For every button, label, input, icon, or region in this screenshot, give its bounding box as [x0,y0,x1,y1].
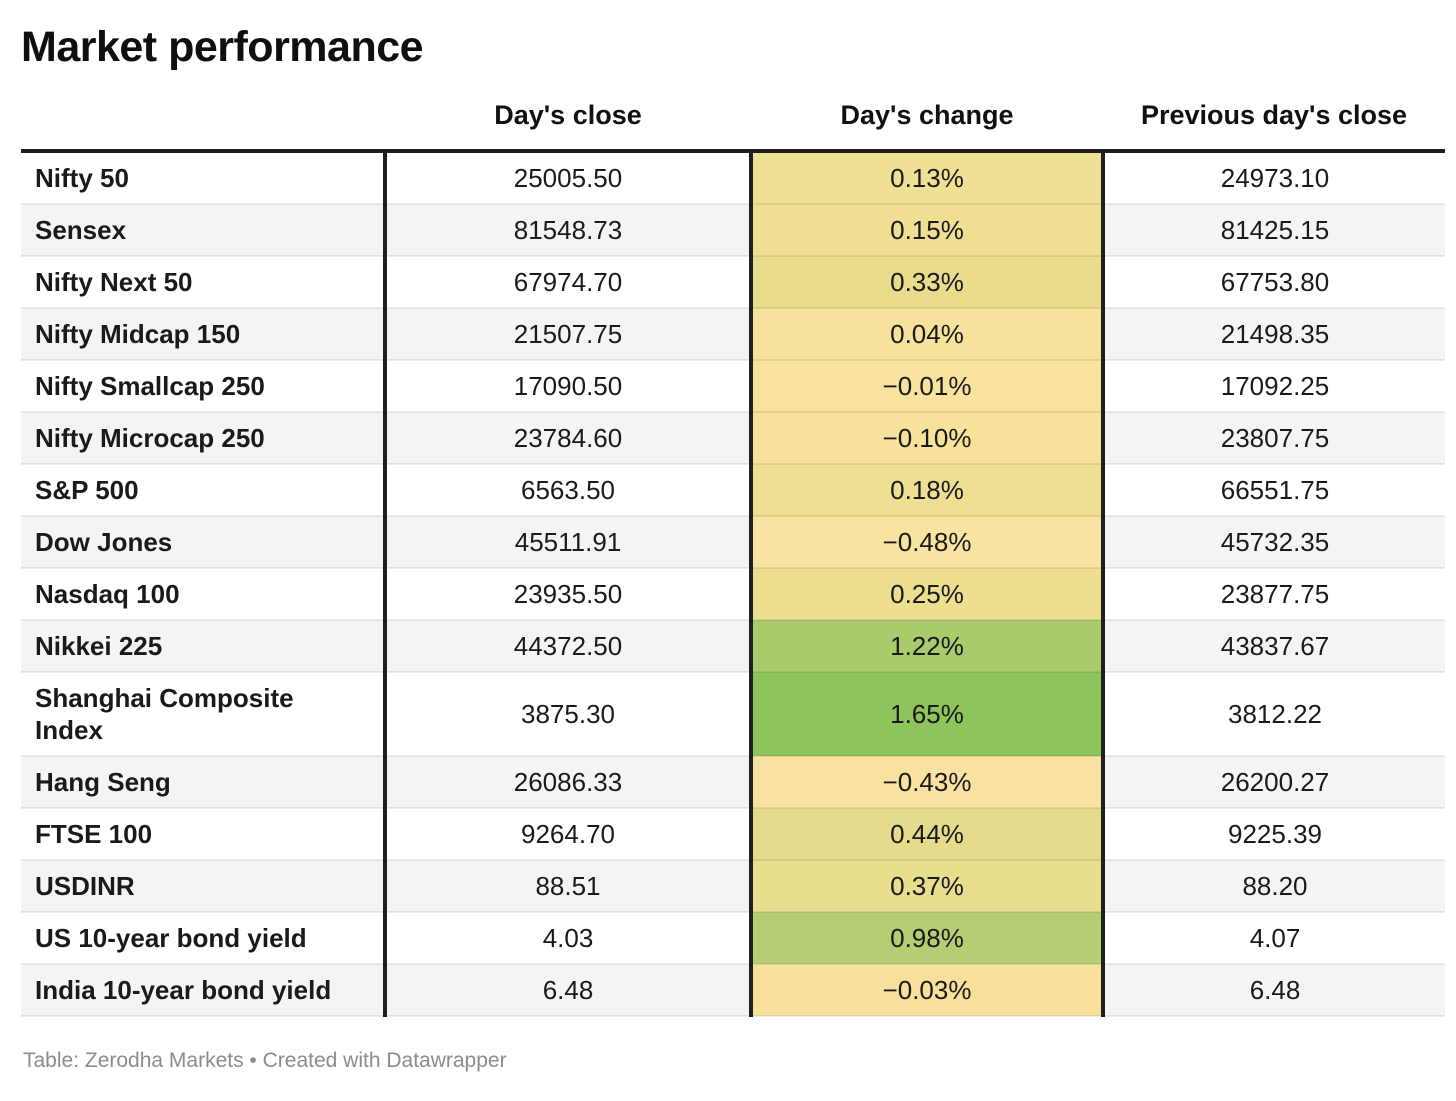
table-row: USDINR 88.51 0.37% 88.20 [21,860,1445,913]
table-row: S&P 500 6563.50 0.18% 66551.75 [21,464,1445,517]
days-change-value: 0.15% [749,204,1105,257]
days-change-value: 1.22% [749,620,1105,673]
days-change-value: −0.43% [749,756,1105,809]
table-row: FTSE 100 9264.70 0.44% 9225.39 [21,808,1445,861]
previous-close-value: 26200.27 [1103,756,1445,809]
table-row: Nikkei 225 44372.50 1.22% 43837.67 [21,620,1445,673]
table-row: Nasdaq 100 23935.50 0.25% 23877.75 [21,568,1445,621]
days-close-value: 4.03 [385,912,751,965]
col-header-row-labels [21,72,385,153]
row-label: Shanghai Composite Index [21,672,387,757]
row-label: Nifty Midcap 150 [21,308,387,361]
table-row: Nifty Microcap 250 23784.60 −0.10% 23807.75 [21,412,1445,465]
days-close-value: 6563.50 [385,464,751,517]
previous-close-value: 21498.35 [1103,308,1445,361]
table-row: Dow Jones 45511.91 −0.48% 45732.35 [21,516,1445,569]
days-close-value: 45511.91 [385,516,751,569]
previous-close-value: 9225.39 [1103,808,1445,861]
previous-close-value: 88.20 [1103,860,1445,913]
previous-close-value: 67753.80 [1103,256,1445,309]
days-close-value: 21507.75 [385,308,751,361]
days-close-value: 23784.60 [385,412,751,465]
table-row: India 10-year bond yield 6.48 −0.03% 6.48 [21,964,1445,1017]
table-row: US 10-year bond yield 4.03 0.98% 4.07 [21,912,1445,965]
days-change-value: 0.98% [749,912,1105,965]
row-label: Nifty 50 [21,151,387,205]
previous-close-value: 66551.75 [1103,464,1445,517]
table-row: Nifty Smallcap 250 17090.50 −0.01% 17092.25 [21,360,1445,413]
days-change-value: 0.37% [749,860,1105,913]
days-close-value: 26086.33 [385,756,751,809]
days-close-value: 81548.73 [385,204,751,257]
previous-close-value: 45732.35 [1103,516,1445,569]
days-close-value: 67974.70 [385,256,751,309]
col-header-previous-days-close: Previous day's close [1103,72,1445,153]
days-change-value: −0.10% [749,412,1105,465]
row-label: Hang Seng [21,756,387,809]
previous-close-value: 43837.67 [1103,620,1445,673]
days-close-value: 3875.30 [385,672,751,757]
table-row: Shanghai Composite Index 3875.30 1.65% 3812… [21,672,1445,757]
previous-close-value: 17092.25 [1103,360,1445,413]
row-label: Nifty Microcap 250 [21,412,387,465]
row-label: FTSE 100 [21,808,387,861]
days-change-value: 0.25% [749,568,1105,621]
header-row: Day's close Day's change Previous day's … [21,72,1445,153]
market-performance-table: Day's close Day's change Previous day's … [21,72,1445,1017]
previous-close-value: 81425.15 [1103,204,1445,257]
days-close-value: 6.48 [385,964,751,1017]
row-label: Nasdaq 100 [21,568,387,621]
table-row: Nifty Midcap 150 21507.75 0.04% 21498.35 [21,308,1445,361]
table-row: Sensex 81548.73 0.15% 81425.15 [21,204,1445,257]
previous-close-value: 23877.75 [1103,568,1445,621]
col-header-days-change: Day's change [751,72,1103,153]
row-label: Nifty Next 50 [21,256,387,309]
days-change-value: 0.04% [749,308,1105,361]
days-change-value: 0.33% [749,256,1105,309]
days-close-value: 17090.50 [385,360,751,413]
previous-close-value: 3812.22 [1103,672,1445,757]
table-row: Nifty 50 25005.50 0.13% 24973.10 [21,151,1445,205]
days-close-value: 23935.50 [385,568,751,621]
table-row: Hang Seng 26086.33 −0.43% 26200.27 [21,756,1445,809]
col-header-days-close: Day's close [385,72,751,153]
days-change-value: 0.13% [749,151,1105,205]
row-label: S&P 500 [21,464,387,517]
row-label: Dow Jones [21,516,387,569]
days-change-value: 0.18% [749,464,1105,517]
days-change-value: 1.65% [749,672,1105,757]
days-close-value: 44372.50 [385,620,751,673]
row-label: Nikkei 225 [21,620,387,673]
previous-close-value: 24973.10 [1103,151,1445,205]
days-change-value: −0.03% [749,964,1105,1017]
previous-close-value: 6.48 [1103,964,1445,1017]
days-change-value: 0.44% [749,808,1105,861]
days-close-value: 88.51 [385,860,751,913]
row-label: Sensex [21,204,387,257]
row-label: USDINR [21,860,387,913]
row-label: India 10-year bond yield [21,964,387,1017]
days-close-value: 25005.50 [385,151,751,205]
previous-close-value: 4.07 [1103,912,1445,965]
days-change-value: −0.48% [749,516,1105,569]
attribution-footer: Table: Zerodha Markets • Created with Da… [23,1049,507,1072]
row-label: Nifty Smallcap 250 [21,360,387,413]
days-close-value: 9264.70 [385,808,751,861]
row-label: US 10-year bond yield [21,912,387,965]
previous-close-value: 23807.75 [1103,412,1445,465]
days-change-value: −0.01% [749,360,1105,413]
page-title: Market performance [21,23,424,71]
table-row: Nifty Next 50 67974.70 0.33% 67753.80 [21,256,1445,309]
